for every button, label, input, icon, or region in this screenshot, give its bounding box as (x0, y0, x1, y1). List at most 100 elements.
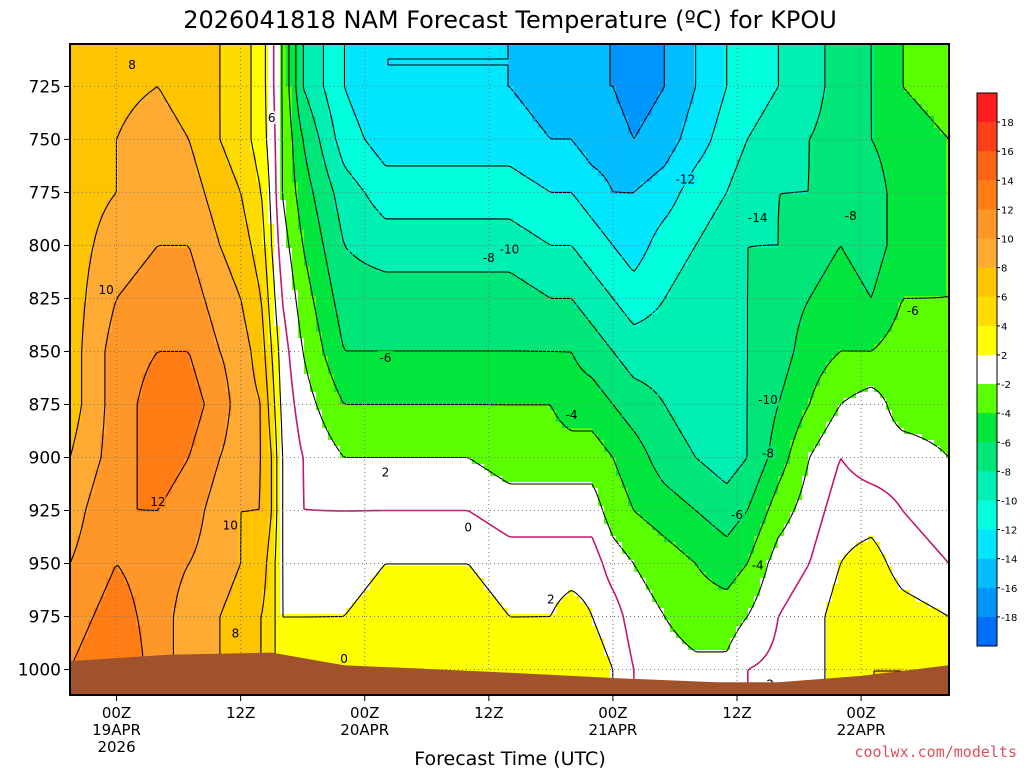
field-cell (256, 434, 263, 441)
field-cell (130, 356, 137, 363)
field-cell (274, 530, 281, 537)
field-cell (292, 560, 299, 567)
field-cell (328, 440, 335, 447)
field-cell (232, 236, 239, 243)
field-cell (292, 380, 299, 387)
field-cell (166, 86, 173, 93)
field-cell (328, 638, 335, 645)
field-cell (190, 428, 197, 435)
field-cell (310, 212, 317, 219)
field-cell (82, 530, 89, 537)
field-cell (100, 236, 107, 243)
field-cell (124, 56, 131, 63)
field-cell (136, 614, 143, 621)
field-cell (238, 506, 245, 513)
field-cell (262, 368, 269, 375)
field-cell (292, 326, 299, 333)
field-cell (136, 134, 143, 141)
field-cell (238, 62, 245, 69)
field-cell (268, 560, 275, 567)
field-cell (334, 320, 341, 327)
field-cell (178, 614, 185, 621)
field-cell (262, 596, 269, 603)
field-cell (226, 278, 233, 285)
field-cell (268, 182, 275, 189)
field-cell (130, 446, 137, 453)
field-cell (94, 218, 101, 225)
field-cell (292, 452, 299, 459)
field-cell (232, 548, 239, 555)
field-cell (112, 626, 119, 633)
field-cell (100, 380, 107, 387)
field-cell (310, 356, 317, 363)
field-cell (184, 146, 191, 153)
field-cell (316, 128, 323, 135)
field-cell (232, 68, 239, 75)
field-cell (94, 644, 101, 651)
field-cell (172, 362, 179, 369)
field-cell (166, 302, 173, 309)
field-cell (82, 386, 89, 393)
field-cell (256, 470, 263, 477)
field-cell (178, 524, 185, 531)
field-cell (340, 494, 347, 501)
field-cell (334, 578, 341, 585)
field-cell (316, 86, 323, 93)
field-cell (172, 566, 179, 573)
field-cell (202, 62, 209, 69)
field-cell (304, 626, 311, 633)
field-cell (238, 134, 245, 141)
field-cell (244, 536, 251, 543)
field-cell (292, 620, 299, 627)
field-cell (280, 140, 287, 147)
field-cell (172, 92, 179, 99)
field-cell (76, 356, 83, 363)
field-cell (274, 236, 281, 243)
field-cell (244, 86, 251, 93)
field-cell (208, 302, 215, 309)
field-cell (244, 440, 251, 447)
field-cell (256, 290, 263, 297)
field-cell (286, 128, 293, 135)
field-cell (100, 308, 107, 315)
field-cell (106, 434, 113, 441)
field-cell (70, 302, 77, 309)
field-cell (88, 86, 95, 93)
field-cell (106, 86, 113, 93)
field-cell (220, 584, 227, 591)
field-cell (76, 320, 83, 327)
field-cell (94, 320, 101, 327)
field-cell (226, 512, 233, 519)
field-cell (304, 554, 311, 561)
field-cell (322, 542, 329, 549)
field-cell (172, 374, 179, 381)
field-cell (148, 302, 155, 309)
field-cell (226, 104, 233, 111)
field-cell (208, 146, 215, 153)
field-cell (82, 266, 89, 273)
field-cell (100, 296, 107, 303)
field-cell (112, 68, 119, 75)
field-cell (106, 134, 113, 141)
field-cell (328, 164, 335, 171)
field-cell (310, 344, 317, 351)
field-cell (262, 644, 269, 651)
field-cell (316, 632, 323, 639)
field-cell (268, 260, 275, 267)
field-cell (124, 266, 131, 273)
field-cell (70, 50, 77, 57)
field-cell (184, 50, 191, 57)
field-cell (112, 644, 119, 651)
field-cell (130, 566, 137, 573)
field-cell (316, 656, 323, 663)
field-cell (172, 464, 179, 471)
field-cell (244, 248, 251, 255)
field-cell (70, 308, 77, 315)
field-cell (178, 542, 185, 549)
field-cell (328, 488, 335, 495)
field-cell (322, 278, 329, 285)
field-cell (160, 626, 167, 633)
field-cell (274, 620, 281, 627)
field-cell (118, 608, 125, 615)
field-cell (340, 512, 347, 519)
